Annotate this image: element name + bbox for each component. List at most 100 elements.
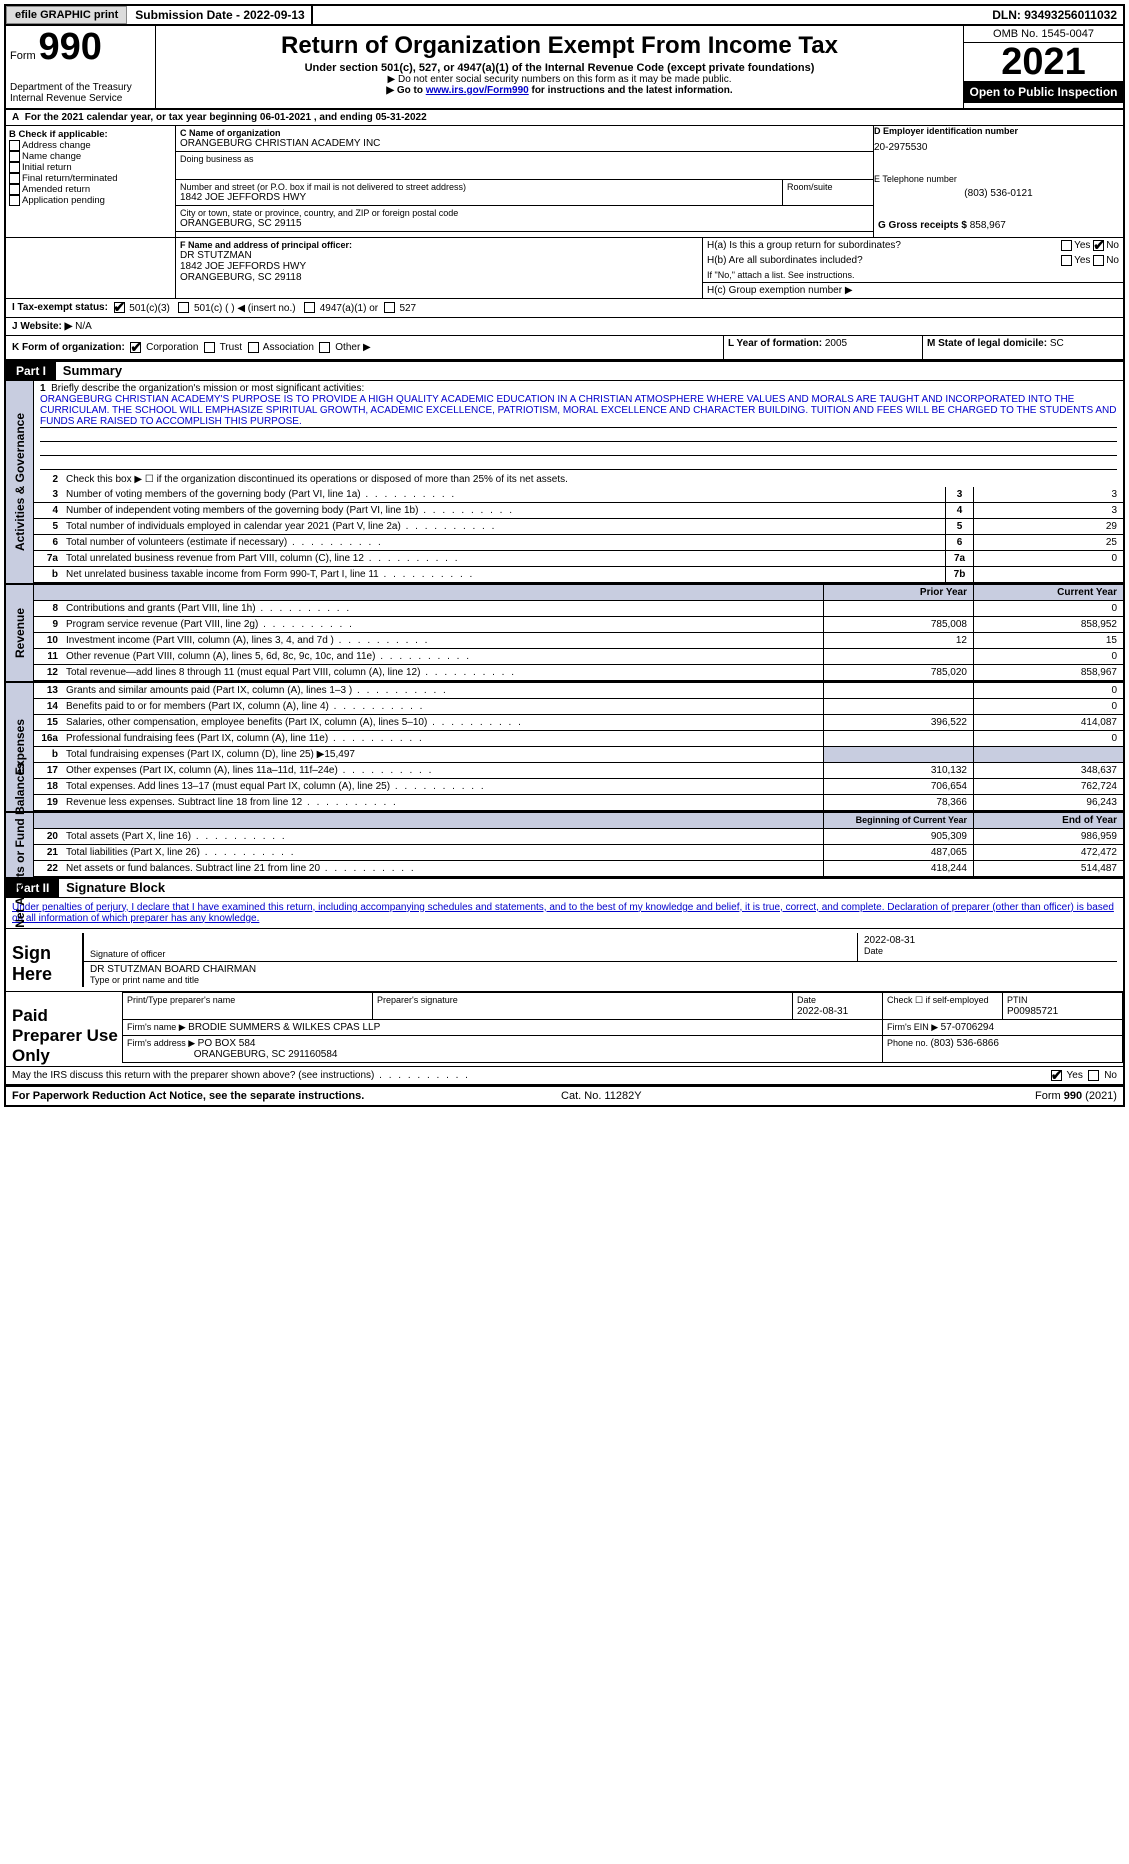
chk-other[interactable]: Other ▶ [319, 342, 370, 353]
netassets-section: Net Assets or Fund Balances Beginning of… [6, 811, 1123, 878]
side-revenue: Revenue [6, 585, 34, 681]
line1-num: 1 [40, 383, 46, 394]
chk-application-pending[interactable]: Application pending [9, 195, 172, 206]
net-lines: 20Total assets (Part X, line 16)905,3099… [34, 829, 1123, 877]
chk-assoc[interactable]: Association [248, 342, 314, 353]
gov-line-b: bNet unrelated business taxable income f… [34, 567, 1123, 583]
form-title: Return of Organization Exempt From Incom… [160, 32, 959, 60]
ha-yes[interactable]: Yes [1061, 240, 1090, 251]
paid-preparer-label: Paid Preparer Use Only [12, 992, 122, 1066]
year-formation: 2005 [825, 338, 847, 349]
discuss-yes[interactable]: Yes [1051, 1070, 1083, 1081]
dln-value: 93493256011032 [1024, 8, 1117, 22]
governance-section: Activities & Governance 1 Briefly descri… [6, 381, 1123, 583]
chk-501c[interactable]: 501(c) ( ) ◀ (insert no.) [178, 303, 295, 314]
org-name-cell: C Name of organization ORANGEBURG CHRIST… [176, 126, 873, 152]
prep-sig-label: Preparer's signature [377, 995, 458, 1005]
chk-name-change[interactable]: Name change [9, 151, 172, 162]
penalty-statement[interactable]: Under penalties of perjury, I declare th… [12, 902, 1114, 924]
phone-cell: E Telephone number (803) 536-0121 [874, 174, 1123, 214]
officer-sig-line: Signature of officer 2022-08-31 Date [84, 933, 1117, 962]
gross-receipts-cell: G Gross receipts $ 858,967 [874, 214, 1123, 237]
submission-date-value: 2022-09-13 [243, 8, 304, 22]
penalty-text: Under penalties of perjury, I declare th… [6, 898, 1123, 928]
boy-hdr: Beginning of Current Year [823, 813, 973, 828]
chk-label: Amended return [22, 184, 90, 195]
officer-name: DR STUTZMAN [180, 250, 698, 261]
prior-year-hdr: Prior Year [823, 585, 973, 600]
officer-printed-name: DR STUTZMAN BOARD CHAIRMAN [90, 964, 1111, 975]
chk-corp[interactable]: Corporation [130, 342, 198, 353]
exp-line-13: 13Grants and similar amounts paid (Part … [34, 683, 1123, 699]
chk-4947[interactable]: 4947(a)(1) or [304, 303, 378, 314]
rev-line-10: 10Investment income (Part VIII, column (… [34, 633, 1123, 649]
exp-line-15: 15Salaries, other compensation, employee… [34, 715, 1123, 731]
rev-lines: 8Contributions and grants (Part VIII, li… [34, 601, 1123, 681]
form-number: 990 [38, 26, 101, 68]
tax-year: 2021 [964, 43, 1123, 81]
exp-line-17: 17Other expenses (Part IX, column (A), l… [34, 763, 1123, 779]
topbar: efile GRAPHIC print Submission Date - 20… [6, 6, 1123, 26]
officer-label: F Name and address of principal officer: [180, 240, 698, 250]
irs-name: Internal Revenue Service [10, 93, 122, 104]
hb-yes[interactable]: Yes [1061, 255, 1090, 266]
firm-addr-label: Firm's address ▶ [127, 1038, 198, 1048]
prep-self-chk[interactable]: Check ☐ if self-employed [887, 995, 989, 1005]
expenses-section: Expenses 13Grants and similar amounts pa… [6, 681, 1123, 811]
box-m: M State of legal domicile: SC [923, 336, 1123, 359]
sig-date: 2022-08-31 [864, 935, 1111, 946]
chk-label: Initial return [22, 162, 72, 173]
box-klm: K Form of organization: Corporation Trus… [6, 336, 1123, 361]
part1-badge: Part I [6, 362, 56, 380]
period-label-a: For the 2021 calendar year, or tax year … [25, 112, 260, 123]
mission-blank [40, 442, 1117, 456]
firm-addr2: ORANGEBURG, SC 291160584 [194, 1049, 338, 1060]
box-deg: D Employer identification number 20-2975… [873, 126, 1123, 237]
year-formation-label: L Year of formation: [728, 338, 825, 349]
org-name-label: C Name of organization [180, 128, 869, 138]
header-note-ssn: ▶ Do not enter social security numbers o… [160, 74, 959, 85]
revenue-section: Revenue Prior Year Current Year 8Contrib… [6, 583, 1123, 681]
rev-line-12: 12Total revenue—add lines 8 through 11 (… [34, 665, 1123, 681]
chk-501c3[interactable]: 501(c)(3) [114, 303, 170, 314]
chk-address-change[interactable]: Address change [9, 140, 172, 151]
mission-block: 1 Briefly describe the organization's mi… [34, 381, 1123, 472]
net-line-21: 21Total liabilities (Part X, line 26)487… [34, 845, 1123, 861]
submission-date: Submission Date - 2022-09-13 [129, 6, 312, 24]
chk-527[interactable]: 527 [384, 303, 416, 314]
efile-print-button[interactable]: efile GRAPHIC print [6, 6, 127, 24]
street-value: 1842 JOE JEFFORDS HWY [180, 192, 778, 203]
discuss-no[interactable]: No [1088, 1070, 1117, 1081]
hb-no[interactable]: No [1093, 255, 1119, 266]
form990-link[interactable]: www.irs.gov/Form990 [426, 85, 529, 96]
exp-line-16a: 16aProfessional fundraising fees (Part I… [34, 731, 1123, 747]
exp-line-14: 14Benefits paid to or for members (Part … [34, 699, 1123, 715]
treasury-dept: Department of the Treasury Internal Reve… [10, 82, 151, 104]
officer-name-line: DR STUTZMAN BOARD CHAIRMAN Type or print… [84, 962, 1117, 987]
discuss-question: May the IRS discuss this return with the… [12, 1070, 374, 1081]
gov-line-7a: 7aTotal unrelated business revenue from … [34, 551, 1123, 567]
phone-value: (803) 536-0121 [874, 184, 1123, 199]
hb-label: H(b) Are all subordinates included? [707, 255, 1061, 266]
firm-addr1: PO BOX 584 [198, 1038, 256, 1049]
line2-desc: Check this box ▶ ☐ if the organization d… [62, 472, 1123, 487]
chk-trust[interactable]: Trust [204, 342, 242, 353]
net-line-20: 20Total assets (Part X, line 16)905,3099… [34, 829, 1123, 845]
ha-no[interactable]: No [1093, 240, 1119, 251]
chk-initial-return[interactable]: Initial return [9, 162, 172, 173]
current-year-hdr: Current Year [973, 585, 1123, 600]
chk-final-return[interactable]: Final return/terminated [9, 173, 172, 184]
header-subtitle: Under section 501(c), 527, or 4947(a)(1)… [160, 62, 959, 74]
chk-amended-return[interactable]: Amended return [9, 184, 172, 195]
header-left: Form 990 Department of the Treasury Inte… [6, 26, 156, 108]
line-a-period: A For the 2021 calendar year, or tax yea… [6, 110, 1123, 126]
box-l: L Year of formation: 2005 [723, 336, 923, 359]
exp-lines: 13Grants and similar amounts paid (Part … [34, 683, 1123, 811]
box-f: F Name and address of principal officer:… [176, 238, 703, 298]
net-line-22: 22Net assets or fund balances. Subtract … [34, 861, 1123, 877]
ha-label: H(a) Is this a group return for subordin… [707, 240, 1061, 251]
room-label: Room/suite [787, 182, 869, 192]
box-h: H(a) Is this a group return for subordin… [703, 238, 1123, 298]
sign-here-label: Sign Here [12, 933, 82, 985]
city-label: City or town, state or province, country… [180, 208, 869, 218]
